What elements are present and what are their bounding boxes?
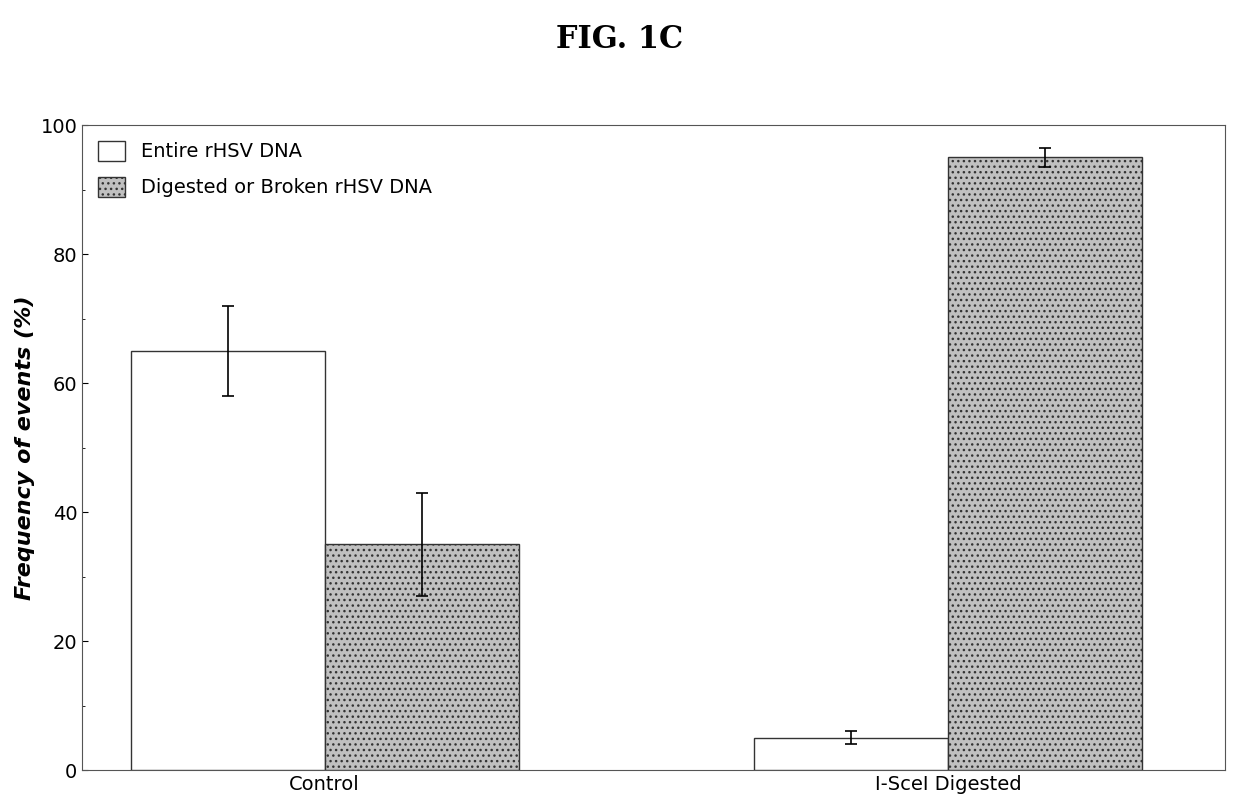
Bar bbox=[325, 544, 518, 770]
Y-axis label: Frequency of events (%): Frequency of events (%) bbox=[15, 295, 35, 600]
Text: FIG. 1C: FIG. 1C bbox=[557, 24, 683, 55]
Legend: Entire rHSV DNA, Digested or Broken rHSV DNA: Entire rHSV DNA, Digested or Broken rHSV… bbox=[91, 133, 439, 205]
Bar bbox=[947, 158, 1142, 770]
Bar bbox=[130, 351, 325, 770]
Bar bbox=[754, 738, 947, 770]
